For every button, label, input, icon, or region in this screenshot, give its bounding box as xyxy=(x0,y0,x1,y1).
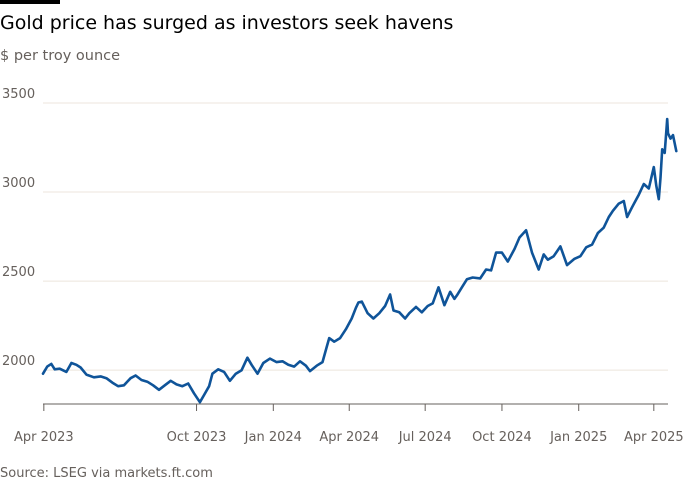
x-tick-label: Jan 2024 xyxy=(244,430,302,445)
chart-title: Gold price has surged as investors seek … xyxy=(0,12,454,34)
x-tick-label: Apr 2025 xyxy=(624,430,684,445)
x-tick-label: Oct 2024 xyxy=(472,430,532,445)
series-layer xyxy=(41,117,678,404)
x-tick-label: Jan 2025 xyxy=(549,430,607,445)
header-rule xyxy=(0,0,60,4)
y-axis-ticks: 2000 2500 3000 3500 xyxy=(2,87,35,369)
x-tick-label: Jul 2024 xyxy=(398,430,452,445)
x-tick-label: Apr 2023 xyxy=(14,430,74,445)
y-tick-label: 3000 xyxy=(2,176,35,191)
gridlines xyxy=(43,102,668,371)
y-tick-label: 2000 xyxy=(2,354,35,369)
x-axis: Apr 2023 Oct 2023 Jan 2024 Apr 2024 Jul 2024… xyxy=(14,403,684,445)
y-tick-label: 2500 xyxy=(2,265,35,280)
source-note: Source: LSEG via markets.ft.com xyxy=(0,466,213,481)
series-line-gold-price xyxy=(41,117,678,404)
chart-subtitle: $ per troy ounce xyxy=(0,48,121,64)
x-tick-label: Apr 2024 xyxy=(319,430,379,445)
line-chart: 2000 2500 3000 3500 Apr 2023 Oct 2023 Jan 202… xyxy=(2,87,684,445)
x-tick-label: Oct 2023 xyxy=(167,430,227,445)
y-tick-label: 3500 xyxy=(2,87,35,102)
